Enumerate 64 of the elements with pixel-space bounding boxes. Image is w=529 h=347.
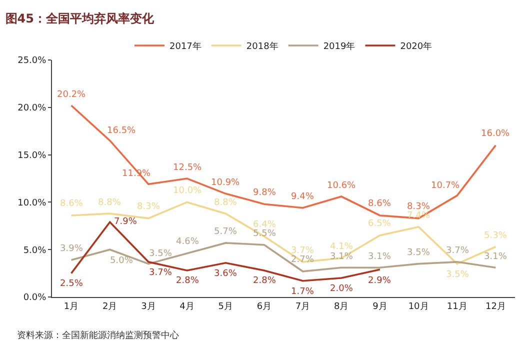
legend-label: 2020年 <box>400 41 432 52</box>
data-label: 4.1% <box>330 242 354 252</box>
data-label: 8.3% <box>407 202 430 212</box>
x-tick-label: 6月 <box>256 302 272 312</box>
chart-title: 图45：全国平均弃风率变化 <box>5 11 155 26</box>
data-label: 9.4% <box>291 192 314 202</box>
data-label: 8.6% <box>60 199 84 209</box>
data-label: 3.1% <box>368 252 392 262</box>
x-tick-label: 8月 <box>334 302 349 312</box>
data-label: 10.7% <box>431 181 460 191</box>
data-label: 20.2% <box>57 90 86 100</box>
y-tick-label: 10.0% <box>18 198 47 208</box>
x-tick-label: 2月 <box>102 302 118 312</box>
data-label: 3.9% <box>60 244 84 254</box>
x-tick-label: 3月 <box>141 302 156 312</box>
data-label: 8.8% <box>98 198 122 208</box>
y-tick-label: 25.0% <box>18 56 47 66</box>
data-label: 5.3% <box>484 231 508 241</box>
legend-label: 2019年 <box>323 41 356 52</box>
data-label: 2.9% <box>368 276 392 286</box>
x-tick-label: 4月 <box>180 302 194 312</box>
data-label: 6.5% <box>368 219 392 229</box>
data-label: 7.9% <box>114 217 138 227</box>
legend-label: 2018年 <box>246 41 278 52</box>
data-label: 6.4% <box>253 220 276 230</box>
data-label: 10.9% <box>211 178 240 188</box>
data-label: 9.8% <box>253 188 276 198</box>
data-label: 5.7% <box>214 227 238 237</box>
x-tick-label: 11月 <box>446 302 468 312</box>
legend-label: 2017年 <box>170 41 202 52</box>
data-label: 2.8% <box>176 276 200 286</box>
data-label: 5.0% <box>110 256 134 266</box>
data-label: 16.0% <box>481 129 510 139</box>
x-tick-label: 1月 <box>64 302 79 312</box>
data-label: 3.5% <box>149 249 172 259</box>
data-label: 3.7% <box>149 268 172 278</box>
data-label: 10.0% <box>173 186 202 196</box>
data-label: 3.5% <box>407 248 430 258</box>
data-label: 10.6% <box>327 181 356 191</box>
x-tick-label: 5月 <box>218 302 233 312</box>
y-tick-label: 20.0% <box>18 104 47 114</box>
data-label: 2.8% <box>253 276 276 286</box>
data-label: 2.0% <box>330 284 354 294</box>
data-label: 3.1% <box>484 252 508 262</box>
data-label: 1.7% <box>291 287 314 297</box>
data-label: 8.3% <box>137 202 160 212</box>
data-label: 4.6% <box>176 237 200 247</box>
data-label: 16.5% <box>107 126 136 136</box>
data-label: 8.8% <box>214 198 238 208</box>
y-tick-label: 15.0% <box>18 150 47 161</box>
data-label: 3.7% <box>446 246 470 256</box>
data-label: 12.5% <box>173 163 202 173</box>
data-label: 2.5% <box>60 279 84 289</box>
text: 资料来源：全国新能源消纳监测预警中心 <box>17 330 179 341</box>
x-tick-label: 10月 <box>408 302 429 312</box>
data-label: 8.6% <box>368 199 392 209</box>
x-tick-label: 7月 <box>295 302 310 312</box>
data-label: 3.5% <box>446 270 470 280</box>
x-tick-label: 12月 <box>485 302 506 312</box>
x-tick-label: 9月 <box>372 302 388 312</box>
data-label: 3.7% <box>291 246 314 256</box>
y-tick-label: 0.0% <box>23 293 47 304</box>
data-label: 3.6% <box>214 269 238 279</box>
y-tick-label: 5.0% <box>23 246 47 256</box>
